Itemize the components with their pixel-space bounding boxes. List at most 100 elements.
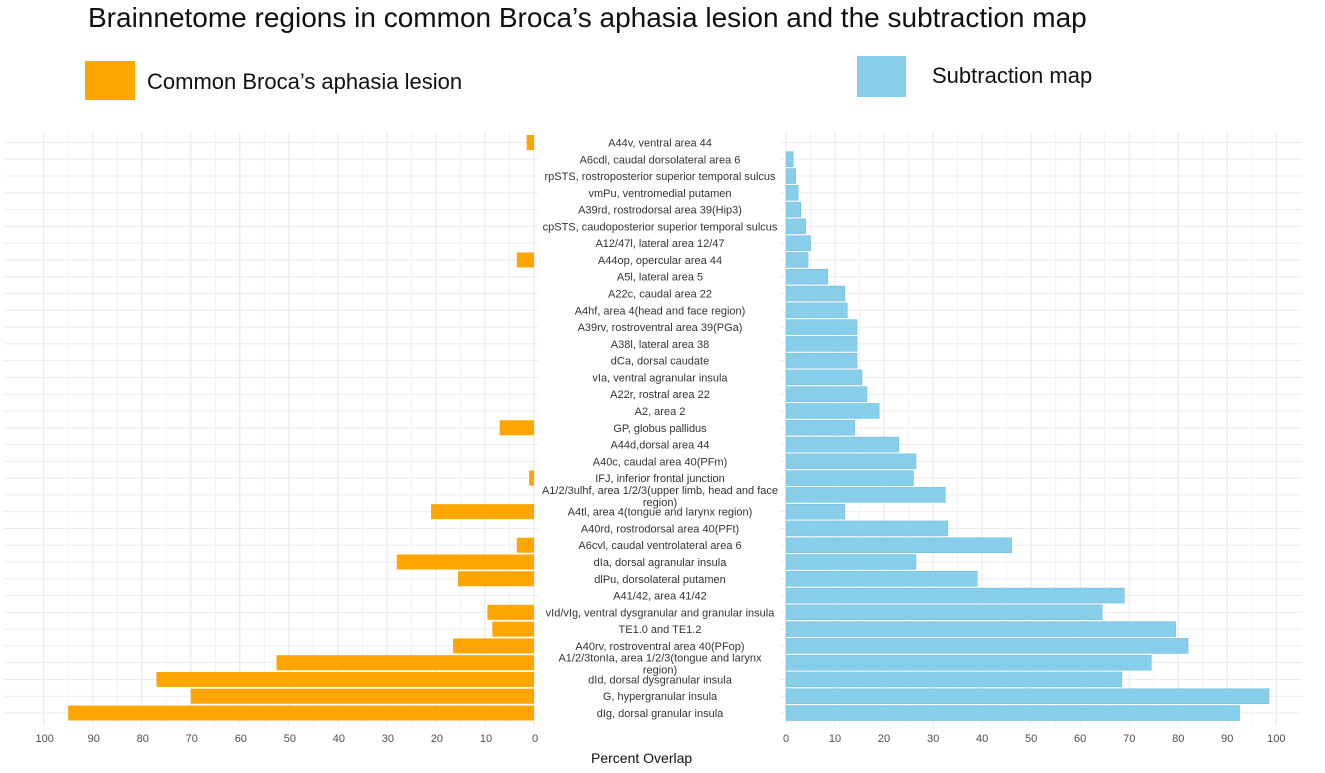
category-label: A1/2/3ulhf, area 1/2/3(upper limb, head … [542,485,778,509]
x-tick-label-left: 90 [88,733,100,745]
subtraction-bar [785,571,978,587]
subtraction-bar [785,403,880,419]
category-label: A2, area 2 [635,406,686,418]
category-label: A6cdl, caudal dorsolateral area 6 [580,154,741,166]
subtraction-bar [785,369,863,386]
x-tick-label-right: 30 [927,733,939,745]
subtraction-bar [785,705,1240,721]
lesion-bar [492,621,534,637]
category-label: A40rv, rostroventral area 40(PFop) [575,641,744,653]
subtraction-bar [785,420,855,436]
x-tick-label-left: 40 [333,733,345,745]
subtraction-bar [785,520,949,537]
subtraction-bar [785,285,846,302]
category-label: cpSTS, caudoposterior superior temporal … [543,221,778,233]
subtraction-bar [785,185,799,201]
category-label: A6cvl, caudal ventrolateral area 6 [578,540,741,552]
legend-label-lesion: Common Broca’s aphasia lesion [147,69,463,94]
chart-title: Brainnetome regions in common Broca’s ap… [88,2,1087,33]
subtraction-bar [785,604,1103,621]
left-panel-background [4,132,538,725]
subtraction-bar [785,654,1152,671]
category-label: A39rv, rostroventral area 39(PGa) [578,322,743,334]
x-tick-label-left: 60 [235,733,247,745]
x-tick-label-left: 80 [137,733,149,745]
subtraction-bar [785,201,801,218]
category-label-line: A1/2/3tonIa, area 1/2/3(tongue and laryn… [558,653,762,665]
subtraction-bar [785,336,858,352]
x-tick-label-right: 100 [1267,733,1285,745]
lesion-bar [68,705,534,721]
x-tick-label-right: 80 [1172,733,1184,745]
subtraction-bar [785,554,917,570]
x-tick-label-left: 10 [480,733,492,745]
category-label: dIa, dorsal agranular insula [594,557,728,569]
category-label: A4tl, area 4(tongue and larynx region) [568,507,753,519]
x-tick-label-left: 30 [382,733,394,745]
x-tick-label-left: 0 [532,733,538,745]
subtraction-bar [785,151,794,168]
lesion-bar [516,252,534,268]
category-label: A44d,dorsal area 44 [610,440,709,452]
subtraction-bar [785,503,846,520]
category-label: IFJ, inferior frontal junction [595,473,725,485]
subtraction-bar [785,352,858,369]
x-tick-label-left: 20 [431,733,443,745]
category-label: A40c, caudal area 40(PFm) [593,456,728,468]
subtraction-bar [785,638,1189,654]
lesion-bar [499,420,534,436]
subtraction-bar [785,487,946,503]
subtraction-bar [785,252,809,268]
subtraction-bar [785,688,1270,704]
category-label: dIg, dorsal granular insula [597,708,724,720]
legend-swatch-lesion [85,61,135,100]
x-tick-label-right: 10 [829,733,841,745]
subtraction-bar [785,671,1123,688]
x-tick-label-left: 100 [36,733,54,745]
category-label: A4hf, area 4(head and face region) [575,305,746,317]
category-label: G, hypergranular insula [603,691,718,703]
subtraction-bar [785,470,914,486]
lesion-bar [458,571,534,587]
x-tick-label-right: 90 [1221,733,1233,745]
x-tick-label-right: 0 [783,733,789,745]
subtraction-bars [785,151,1270,721]
lesion-bars [68,135,535,721]
lesion-bar [526,135,534,150]
subtraction-bar [785,235,811,251]
category-label: A44v, ventral area 44 [608,138,712,150]
x-axis-label: Percent Overlap [591,750,693,766]
category-label: A12/47l, lateral area 12/47 [595,238,724,250]
category-label: dId, dorsal dysgranular insula [588,674,733,686]
lesion-bar [431,504,534,520]
x-tick-labels: 100 90 80 70 60 50 40 30 20 10 0 0 10 20 30 40 50 60 70 80 9… [36,733,1286,745]
category-label-line: region) [643,497,677,509]
category-label: dCa, dorsal caudate [611,356,709,368]
category-label: A1/2/3tonIa, area 1/2/3(tongue and laryn… [558,653,762,677]
x-tick-label-right: 70 [1123,733,1135,745]
legend-label-subtraction: Subtraction map [932,63,1093,88]
subtraction-bar [785,587,1125,604]
subtraction-bar [785,268,828,285]
legend-swatch-subtraction [857,56,906,97]
lesion-bar [516,537,534,553]
lesion-bar [529,470,534,486]
x-tick-label-right: 20 [878,733,890,745]
x-tick-label-left: 70 [186,733,198,745]
category-label: vId/vIg, ventral dysgranular and granula… [546,607,776,619]
lesion-bar [487,604,534,620]
category-label: A22r, rostral area 22 [610,389,710,401]
x-tick-label-right: 60 [1074,733,1086,745]
subtraction-bar [785,621,1177,637]
left-panel-area [4,132,538,725]
category-label: A22c, caudal area 22 [608,289,712,301]
subtraction-bar [785,537,1012,553]
category-label-line: A1/2/3ulhf, area 1/2/3(upper limb, head … [542,485,778,497]
subtraction-bar [785,302,848,319]
category-labels: A44v, ventral area 44 A6cdl, caudal dorso… [542,138,778,721]
lesion-bar [276,655,534,671]
category-label: GP, globus pallidus [613,423,707,435]
x-tick-label-right: 40 [976,733,988,745]
subtraction-bar [785,218,806,235]
